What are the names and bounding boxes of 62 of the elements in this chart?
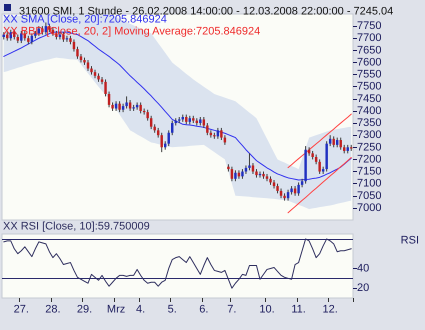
x-tick-label: 10. (259, 304, 275, 316)
y-tick-label: 7400 (357, 104, 382, 117)
candlestick (160, 132, 163, 153)
y-axis-title: RSI (400, 234, 420, 246)
x-tick-label: 29. (76, 304, 92, 316)
candlestick (30, 32, 34, 45)
x-tick-label: 6. (199, 304, 208, 316)
y-tick-label: 7600 (357, 56, 382, 68)
y-tick-label: 7650 (357, 44, 382, 56)
candlestick (185, 114, 188, 125)
y-tick-label: 7200 (357, 153, 382, 166)
candlestick (118, 100, 121, 113)
y-tick-label: 7100 (357, 178, 382, 190)
candlestick (139, 102, 142, 114)
candlestick (297, 182, 300, 196)
x-tick-label: 7. (227, 304, 236, 316)
candlestick (150, 115, 152, 130)
candlestick (339, 137, 342, 150)
y-tick-label: 7250 (357, 141, 382, 154)
x-tick-label: 27. (14, 304, 29, 316)
x-tick-label: 4. (136, 304, 146, 316)
y-tick-label: 7450 (357, 92, 382, 105)
y-tick-label: 7000 (357, 202, 382, 214)
line-series (288, 114, 352, 168)
y-tick-label: 20 (357, 282, 370, 294)
candlestick (125, 96, 128, 110)
y-tick-label: 40 (357, 262, 370, 274)
y-tick-label: 7150 (357, 166, 382, 178)
x-tick-label: 12. (322, 304, 338, 316)
y-tick-label: 7350 (357, 117, 382, 130)
candlestick (220, 127, 223, 141)
candlestick (216, 127, 220, 140)
candlestick (114, 100, 118, 112)
candlestick (72, 38, 76, 52)
candlestick (241, 168, 244, 180)
x-tick-label: Mrz (106, 304, 126, 316)
line-series (3, 238, 352, 289)
candlestick (230, 166, 234, 182)
candlestick (336, 137, 338, 148)
x-tick-label: 11. (291, 304, 306, 316)
y-tick-label: 7750 (357, 20, 382, 32)
candlestick (332, 136, 335, 148)
candlestick (128, 100, 132, 112)
y-tick-label: 7550 (357, 68, 382, 81)
y-tick-label: 7500 (357, 80, 382, 93)
candlestick (294, 186, 296, 196)
y-tick-label: 7300 (357, 129, 382, 142)
candlestick (234, 170, 237, 182)
line-series (288, 156, 352, 214)
y-tick-label: 7050 (357, 190, 382, 202)
candlestick (286, 189, 290, 202)
candlestick (318, 158, 321, 174)
x-tick-label: 5. (168, 304, 177, 316)
candlestick (44, 22, 48, 36)
y-tick-label: 7700 (357, 32, 382, 44)
candlestick (38, 26, 40, 36)
series-label: XX RSI [Close, 10]:59.750009 (3, 220, 150, 232)
candlestick (20, 30, 23, 44)
x-tick-label: 28. (45, 304, 61, 316)
candlestick (276, 183, 279, 194)
candlestick (280, 188, 282, 199)
candlestick (248, 152, 251, 171)
